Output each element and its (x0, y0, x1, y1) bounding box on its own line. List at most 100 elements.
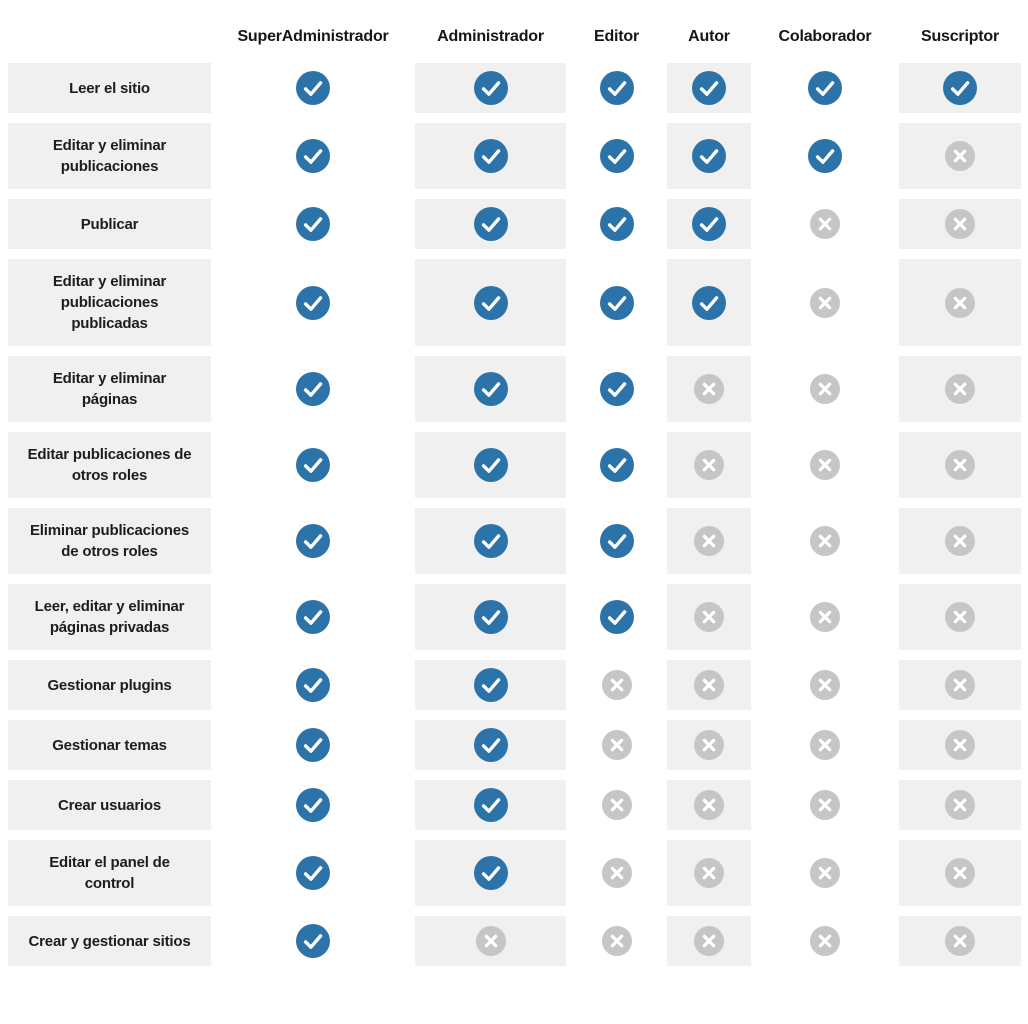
permission-cell (221, 199, 405, 249)
permission-cell (667, 840, 751, 906)
permission-cell (899, 259, 1021, 346)
permission-cell (899, 508, 1021, 574)
permission-cell (221, 432, 405, 498)
permission-cell (221, 356, 405, 422)
permission-cell (576, 916, 657, 966)
permission-cell (576, 840, 657, 906)
capability-label: Gestionar temas (8, 720, 211, 770)
cross-icon (694, 730, 724, 760)
permission-cell (899, 123, 1021, 189)
permission-cell (415, 584, 566, 650)
cross-icon (945, 670, 975, 700)
check-icon (296, 924, 330, 958)
permission-cell (576, 123, 657, 189)
check-icon (296, 139, 330, 173)
check-icon (473, 788, 508, 822)
capability-label-text: Editar publicaciones de otros roles (27, 446, 192, 484)
cross-icon (945, 287, 975, 318)
permission-cell (667, 356, 751, 422)
permission-cell (761, 720, 889, 770)
cross-icon (945, 858, 975, 888)
cross-icon (810, 730, 840, 760)
cross-icon (945, 926, 975, 956)
cross-icon (694, 790, 724, 820)
cross-icon (694, 450, 724, 480)
capability-label-text: Gestionar temas (52, 736, 167, 754)
check-icon (473, 139, 508, 173)
permission-cell (899, 432, 1021, 498)
permission-cell (667, 584, 751, 650)
check-icon (599, 139, 634, 173)
cross-icon (945, 790, 975, 820)
cross-icon (694, 526, 724, 556)
capability-label-text: Editar el panel de control (49, 854, 170, 892)
capability-label-text: Crear y gestionar sitios (28, 932, 191, 950)
permission-cell (761, 259, 889, 346)
permission-cell (576, 584, 657, 650)
check-icon (599, 285, 634, 320)
capability-label-text: Leer el sitio (69, 79, 150, 97)
permissions-table: SuperAdministrador Administrador Editor … (8, 28, 1021, 966)
check-icon (473, 728, 508, 762)
capability-label: Eliminar publicaciones de otros roles (8, 508, 211, 574)
capability-label-text: Eliminar publicaciones de otros roles (30, 522, 189, 560)
capability-label: Editar y eliminar páginas (8, 356, 211, 422)
check-icon (473, 448, 508, 482)
capability-label-text: Crear usuarios (57, 796, 162, 814)
permission-cell (415, 840, 566, 906)
permission-cell (576, 63, 657, 113)
permission-cell (899, 720, 1021, 770)
capability-label-text: Editar y eliminar publicaciones publicad… (52, 273, 167, 332)
cross-icon (694, 926, 724, 956)
check-icon (692, 71, 726, 105)
permission-cell (667, 432, 751, 498)
check-icon (599, 207, 634, 241)
cross-icon (694, 602, 724, 632)
permission-cell (576, 199, 657, 249)
check-icon (473, 372, 508, 406)
capability-label: Editar publicaciones de otros roles (8, 432, 211, 498)
permission-cell (899, 660, 1021, 710)
cross-icon (945, 141, 975, 171)
cross-icon (601, 730, 632, 760)
capability-label-text: Editar y eliminar publicaciones (52, 137, 167, 175)
cross-icon (601, 790, 632, 820)
permission-cell (221, 660, 405, 710)
permission-cell (415, 199, 566, 249)
permission-cell (761, 432, 889, 498)
permission-cell (415, 259, 566, 346)
check-icon (599, 524, 634, 558)
permission-cell (899, 63, 1021, 113)
permission-cell (899, 356, 1021, 422)
check-icon (473, 71, 508, 105)
cross-icon (475, 926, 506, 956)
permission-cell (667, 660, 751, 710)
cross-icon (601, 926, 632, 956)
permission-cell (221, 840, 405, 906)
cross-icon (601, 858, 632, 888)
permission-cell (761, 508, 889, 574)
capability-label: Editar el panel de control (8, 840, 211, 906)
capability-label: Crear usuarios (8, 780, 211, 830)
permission-cell (221, 259, 405, 346)
cross-icon (945, 450, 975, 480)
cross-icon (810, 374, 840, 404)
permission-cell (221, 63, 405, 113)
check-icon (296, 600, 330, 634)
permission-cell (899, 780, 1021, 830)
check-icon (599, 372, 634, 406)
permission-cell (576, 259, 657, 346)
permission-cell (761, 356, 889, 422)
permission-cell (221, 780, 405, 830)
check-icon (599, 71, 634, 105)
capability-label-text: Editar y eliminar páginas (52, 370, 167, 408)
check-icon (808, 71, 842, 105)
check-icon (296, 524, 330, 558)
permission-cell (415, 508, 566, 574)
cross-icon (694, 858, 724, 888)
check-icon (692, 285, 726, 320)
permission-cell (761, 780, 889, 830)
cross-icon (945, 209, 975, 239)
permission-cell (221, 508, 405, 574)
cross-icon (810, 209, 840, 239)
